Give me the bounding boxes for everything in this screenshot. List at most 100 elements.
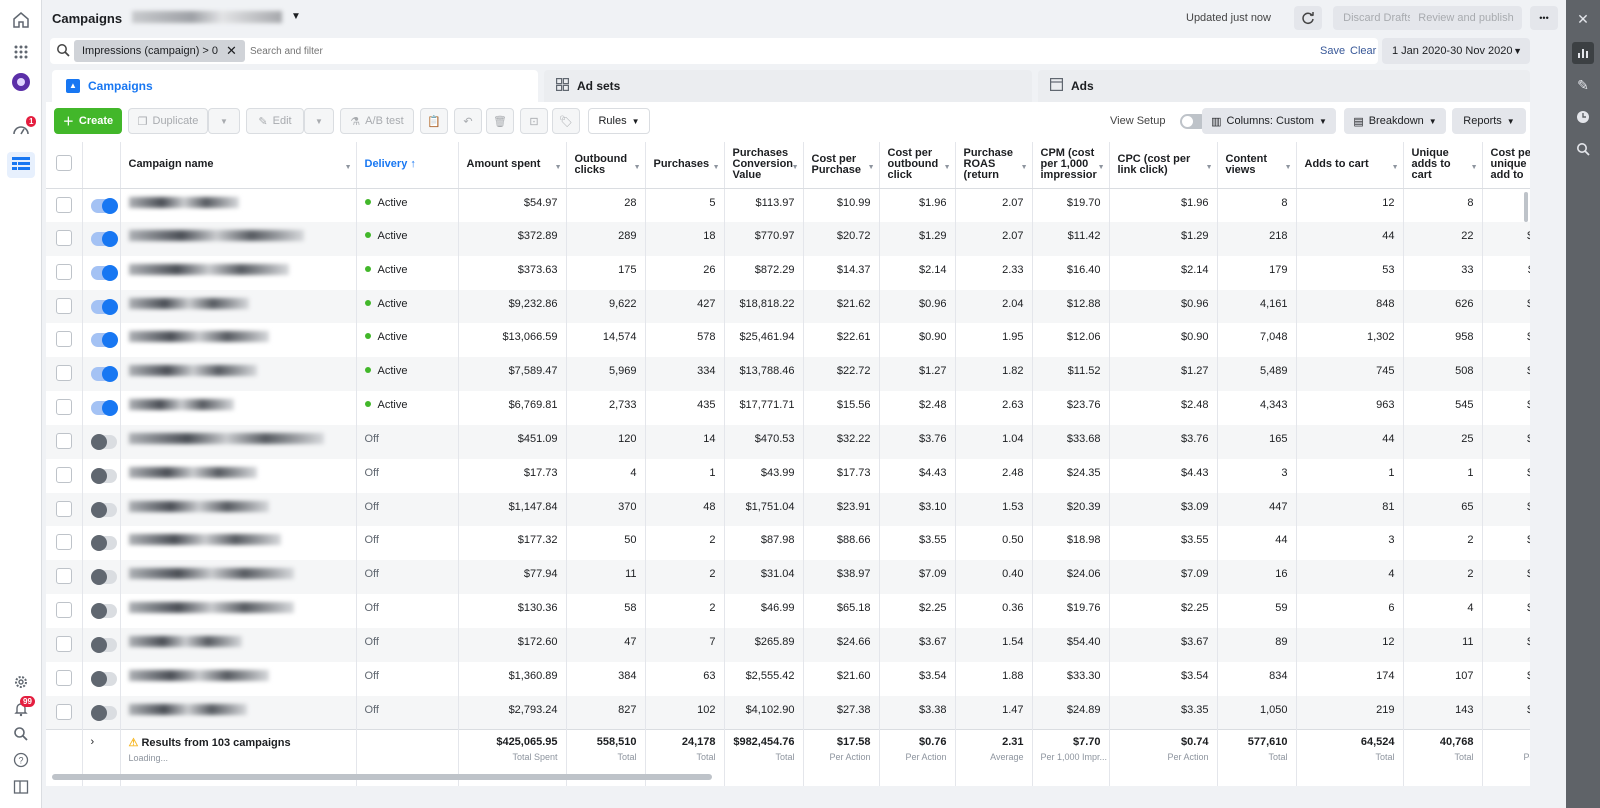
- row-toggle-cell[interactable]: [82, 560, 121, 595]
- campaign-name-cell[interactable]: [120, 560, 357, 595]
- col-outbound-clicks[interactable]: Outbound clicks ▼: [566, 142, 646, 189]
- columns-button[interactable]: ▥ Columns: Custom ▼: [1202, 108, 1336, 134]
- row-select-cell[interactable]: [46, 391, 83, 425]
- campaign-name-redacted[interactable]: [128, 263, 289, 275]
- table-row[interactable]: Off $17.73 4 1 $43.99 $17.73 $4.43 2.48 $24.35 $4…: [46, 458, 1530, 493]
- campaign-status-toggle[interactable]: [90, 332, 118, 349]
- apps-grid-icon[interactable]: [9, 40, 33, 64]
- campaign-name-redacted[interactable]: [128, 568, 294, 580]
- campaign-name-redacted[interactable]: [128, 669, 269, 681]
- campaign-name-cell[interactable]: [120, 458, 357, 493]
- col-adds-to-cart[interactable]: Adds to cart ▼: [1296, 142, 1404, 189]
- reports-button[interactable]: Reports ▼: [1452, 108, 1526, 134]
- campaign-status-toggle[interactable]: [90, 636, 117, 653]
- select-all-checkbox[interactable]: [55, 155, 72, 172]
- campaign-name-cell[interactable]: [120, 594, 357, 628]
- discard-drafts-button[interactable]: Discard Drafts: [1333, 6, 1423, 30]
- campaign-name-cell[interactable]: [120, 289, 357, 324]
- col-cost-per-purchase[interactable]: Cost per Purchase ▼: [803, 142, 880, 189]
- row-toggle-cell[interactable]: [82, 695, 121, 730]
- help-icon[interactable]: ?: [9, 748, 33, 772]
- row-checkbox[interactable]: [55, 602, 72, 619]
- undo-button[interactable]: ↶: [454, 108, 482, 134]
- row-select-cell[interactable]: [46, 255, 83, 290]
- campaign-name-redacted[interactable]: [128, 500, 269, 512]
- table-row[interactable]: Active $13,066.59 14,574 578 $25,461.94 $22.6…: [46, 323, 1530, 358]
- campaign-name-cell[interactable]: [120, 526, 357, 561]
- campaign-status-toggle[interactable]: [90, 264, 118, 281]
- row-toggle-cell[interactable]: [82, 221, 121, 256]
- col-roas[interactable]: Purchase ROAS (return ▼: [955, 142, 1033, 189]
- chart-icon[interactable]: [1572, 42, 1594, 64]
- table-row[interactable]: Active $7,589.47 5,969 334 $13,788.46 $22.72 $…: [46, 357, 1530, 392]
- collapse-panel-icon[interactable]: [9, 775, 33, 799]
- filter-chip[interactable]: Impressions (campaign) > 0 ✕: [74, 40, 245, 62]
- account-avatar[interactable]: [9, 70, 33, 94]
- table-row[interactable]: Active $9,232.86 9,622 427 $18,818.22 $21.62 $…: [46, 289, 1530, 324]
- select-all-header[interactable]: [46, 142, 83, 189]
- campaign-name-cell[interactable]: [120, 695, 357, 730]
- campaign-name-redacted[interactable]: [128, 466, 257, 478]
- row-checkbox[interactable]: [55, 432, 72, 449]
- col-cpm[interactable]: CPM (cost per 1,000 impressior ▼: [1032, 142, 1110, 189]
- ads-manager-table-icon[interactable]: [7, 152, 35, 178]
- campaign-name-redacted[interactable]: [128, 432, 324, 444]
- row-select-cell[interactable]: [46, 289, 83, 324]
- clipboard-button[interactable]: 📋: [420, 108, 448, 134]
- row-select-cell[interactable]: [46, 627, 83, 662]
- row-checkbox[interactable]: [55, 534, 72, 551]
- refresh-button[interactable]: [1294, 6, 1322, 30]
- campaign-status-toggle[interactable]: [90, 501, 117, 518]
- view-setup-toggle[interactable]: [1180, 114, 1208, 129]
- campaign-name-cell[interactable]: [120, 357, 357, 392]
- row-checkbox[interactable]: [55, 703, 72, 720]
- tab-ads[interactable]: Ads: [1038, 70, 1530, 102]
- row-toggle-cell[interactable]: [82, 526, 121, 561]
- row-select-cell[interactable]: [46, 695, 83, 730]
- edit-pencil-icon[interactable]: ✎: [1577, 76, 1589, 93]
- row-toggle-cell[interactable]: [82, 424, 121, 459]
- table-row[interactable]: Off $451.09 120 14 $470.53 $32.22 $3.76 1.04 $33…: [46, 424, 1530, 459]
- ab-test-button[interactable]: ⚗ A/B test: [340, 108, 414, 134]
- row-checkbox[interactable]: [55, 500, 72, 517]
- settings-gear-icon[interactable]: [9, 670, 33, 694]
- duplicate-dropdown[interactable]: ▼: [208, 108, 240, 134]
- col-cost-per-unique-add[interactable]: Cost per unique add to: [1482, 142, 1530, 189]
- search-filter-bar[interactable]: Impressions (campaign) > 0 ✕ Save Clear: [50, 38, 1378, 64]
- row-checkbox[interactable]: [55, 229, 72, 246]
- campaign-status-toggle[interactable]: [90, 433, 117, 450]
- table-row[interactable]: Active $6,769.81 2,733 435 $17,771.71 $15.56 $…: [46, 391, 1530, 425]
- campaign-status-toggle[interactable]: [90, 400, 118, 417]
- campaign-status-toggle[interactable]: [90, 670, 117, 687]
- table-row[interactable]: Off $2,793.24 827 102 $4,102.90 $27.38 $3.38 1.…: [46, 695, 1530, 730]
- table-row[interactable]: Active $54.97 28 5 $113.97 $10.99 $1.96 2.07 $19…: [46, 188, 1530, 222]
- row-select-cell[interactable]: [46, 458, 83, 493]
- row-toggle-cell[interactable]: [82, 391, 121, 425]
- campaign-name-cell[interactable]: [120, 391, 357, 425]
- inspect-search-icon[interactable]: [1574, 140, 1592, 158]
- remove-filter-icon[interactable]: ✕: [226, 43, 237, 58]
- table-row[interactable]: Off $172.60 47 7 $265.89 $24.66 $3.67 1.54 $54.4…: [46, 627, 1530, 662]
- history-clock-icon[interactable]: [1574, 108, 1592, 126]
- table-row[interactable]: Off $1,360.89 384 63 $2,555.42 $21.60 $3.54 1.8…: [46, 661, 1530, 696]
- row-toggle-cell[interactable]: [82, 594, 121, 628]
- row-toggle-cell[interactable]: [82, 188, 121, 222]
- tag-button[interactable]: 🏷: [552, 108, 580, 134]
- account-name-redacted[interactable]: [132, 11, 282, 23]
- edit-button[interactable]: ✎ Edit: [246, 108, 304, 134]
- save-filter-link[interactable]: Save: [1320, 45, 1346, 57]
- campaign-name-redacted[interactable]: [128, 229, 304, 241]
- horizontal-scrollbar[interactable]: [52, 774, 712, 780]
- row-checkbox[interactable]: [55, 297, 72, 314]
- more-options-button[interactable]: •••: [1530, 6, 1558, 30]
- dashboard-gauge-icon[interactable]: [9, 118, 33, 142]
- preview-button[interactable]: ⊡: [520, 108, 548, 134]
- row-select-cell[interactable]: [46, 323, 83, 358]
- search-icon[interactable]: [9, 722, 33, 746]
- campaign-name-cell[interactable]: [120, 627, 357, 662]
- row-toggle-cell[interactable]: [82, 661, 121, 696]
- table-row[interactable]: Off $177.32 50 2 $87.98 $88.66 $3.55 0.50 $18.98…: [46, 526, 1530, 561]
- row-checkbox[interactable]: [55, 669, 72, 686]
- col-unique-adds-to-cart[interactable]: Unique adds to cart ▼: [1403, 142, 1483, 189]
- campaign-name-redacted[interactable]: [128, 399, 234, 411]
